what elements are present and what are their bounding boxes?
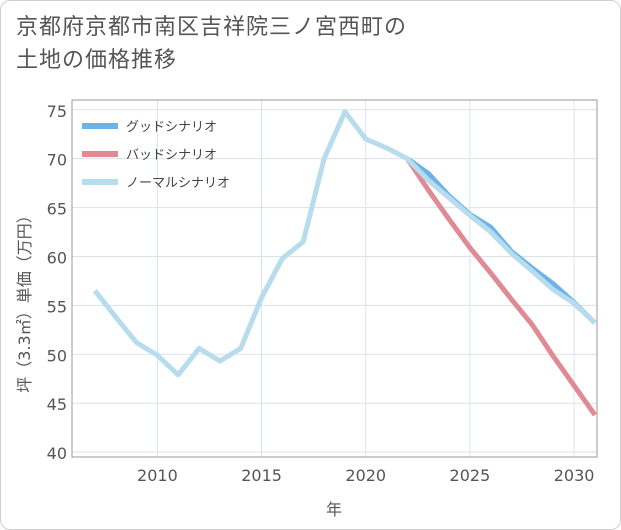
x-tick-label: 2010 [137, 466, 178, 485]
legend-label: グッドシナリオ [126, 120, 217, 135]
x-tick-label: 2025 [450, 466, 491, 485]
x-tick-label: 2020 [345, 466, 386, 485]
y-tick-label: 70 [47, 151, 67, 170]
legend-label: バッドシナリオ [126, 148, 217, 163]
y-tick-label: 45 [47, 395, 67, 414]
x-tick-label: 2030 [554, 466, 595, 485]
y-tick-label: 65 [47, 200, 67, 219]
y-tick-label: 55 [47, 297, 67, 316]
y-tick-label: 60 [47, 248, 67, 267]
series-line-1 [405, 157, 597, 417]
series-line-2 [92, 109, 597, 378]
y-tick-label: 40 [47, 444, 67, 463]
chart-title: 京都府京都市南区吉祥院三ノ宮西町の 土地の価格推移 [16, 15, 408, 73]
x-axis-label: 年 [326, 500, 342, 519]
y-tick-label: 50 [47, 346, 67, 365]
legend-label: ノーマルシナリオ [126, 176, 230, 191]
x-tick-label: 2015 [241, 466, 282, 485]
plot-area-frame [71, 99, 598, 458]
y-tick-label: 75 [47, 102, 67, 121]
y-axis-label: 坪（3.3㎡）単価（万円） [15, 207, 34, 392]
